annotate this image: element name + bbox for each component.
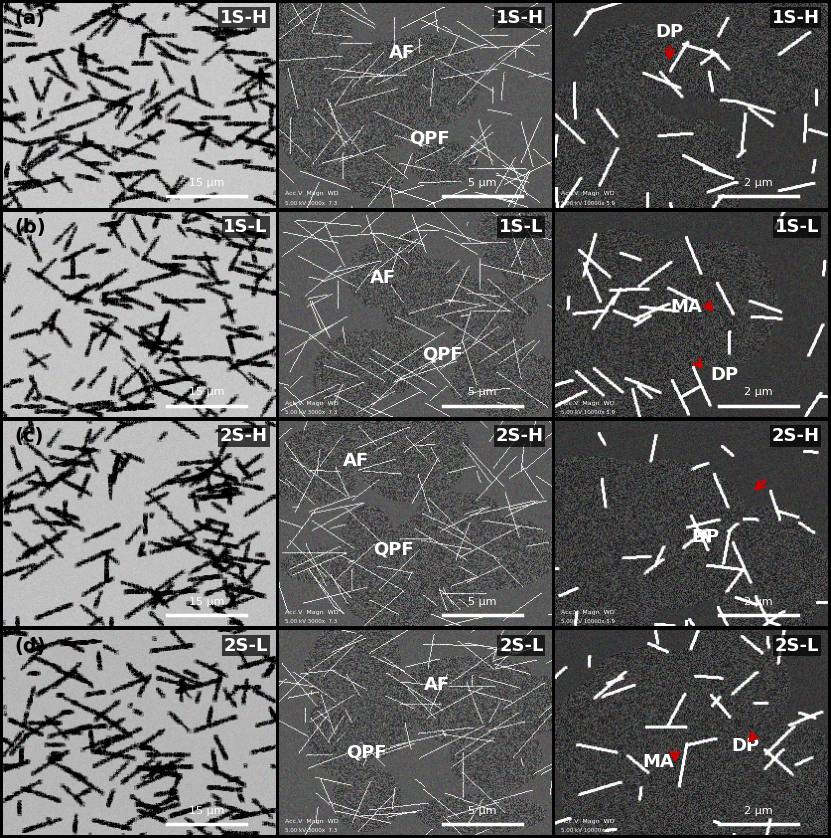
Text: 5.00 kV 3000x  7.3: 5.00 kV 3000x 7.3 xyxy=(285,200,337,205)
Text: 5.00 kV 10000x 5.9: 5.00 kV 10000x 5.9 xyxy=(561,829,615,834)
Text: 5.00 kV 3000x  7.3: 5.00 kV 3000x 7.3 xyxy=(285,410,337,415)
Text: MA: MA xyxy=(670,298,702,316)
Text: 2S-L: 2S-L xyxy=(499,637,543,654)
Text: 5.00 kV 3000x  7.3: 5.00 kV 3000x 7.3 xyxy=(285,829,337,834)
Text: Acc.V  Magn  WD: Acc.V Magn WD xyxy=(561,401,614,406)
Text: AF: AF xyxy=(342,452,369,470)
Text: 15 μm: 15 μm xyxy=(189,597,224,607)
Text: 5.00 kV 10000x 5.9: 5.00 kV 10000x 5.9 xyxy=(561,410,615,415)
Text: 5 μm: 5 μm xyxy=(468,806,497,816)
Text: Acc.V  Magn  WD: Acc.V Magn WD xyxy=(285,610,338,615)
Text: MA: MA xyxy=(643,753,675,772)
Text: 1S-H: 1S-H xyxy=(219,8,268,27)
Text: 2S-H: 2S-H xyxy=(495,427,543,445)
Text: 2S-L: 2S-L xyxy=(224,637,268,654)
Text: 2 μm: 2 μm xyxy=(744,806,773,816)
Text: 1S-L: 1S-L xyxy=(775,218,819,236)
Text: 2 μm: 2 μm xyxy=(744,387,773,397)
Text: 15 μm: 15 μm xyxy=(189,387,224,397)
Text: (d): (d) xyxy=(14,637,46,655)
Text: DP: DP xyxy=(710,365,738,384)
Text: 5.00 kV 10000x 5.9: 5.00 kV 10000x 5.9 xyxy=(561,200,615,205)
Text: (a): (a) xyxy=(14,8,45,28)
Text: Acc.V  Magn  WD: Acc.V Magn WD xyxy=(561,610,614,615)
Text: 5.00 kV 10000x 5.9: 5.00 kV 10000x 5.9 xyxy=(561,619,615,624)
Text: 2 μm: 2 μm xyxy=(744,178,773,188)
Text: QPF: QPF xyxy=(347,743,386,761)
Text: 1S-H: 1S-H xyxy=(495,8,543,27)
Text: DP: DP xyxy=(691,528,719,546)
Text: 5 μm: 5 μm xyxy=(468,387,497,397)
Text: (b): (b) xyxy=(14,218,46,237)
Text: DP: DP xyxy=(732,737,760,755)
Text: 5 μm: 5 μm xyxy=(468,597,497,607)
Text: 15 μm: 15 μm xyxy=(189,806,224,816)
Text: DP: DP xyxy=(656,23,684,41)
Text: 1S-L: 1S-L xyxy=(499,218,543,236)
Text: 5.00 kV 3000x  7.3: 5.00 kV 3000x 7.3 xyxy=(285,619,337,624)
Text: AF: AF xyxy=(425,675,450,694)
Text: QPF: QPF xyxy=(373,540,414,558)
Text: 2S-H: 2S-H xyxy=(771,427,819,445)
Text: Acc.V  Magn  WD: Acc.V Magn WD xyxy=(561,820,614,825)
Text: 15 μm: 15 μm xyxy=(189,178,224,188)
Text: QPF: QPF xyxy=(409,130,450,147)
Text: Acc.V  Magn  WD: Acc.V Magn WD xyxy=(285,401,338,406)
Text: AF: AF xyxy=(370,269,396,287)
Text: Acc.V  Magn  WD: Acc.V Magn WD xyxy=(285,191,338,196)
Text: 2S-L: 2S-L xyxy=(775,637,819,654)
Text: AF: AF xyxy=(389,44,415,61)
Text: Acc.V  Magn  WD: Acc.V Magn WD xyxy=(285,820,338,825)
Text: Acc.V  Magn  WD: Acc.V Magn WD xyxy=(561,191,614,196)
Text: QPF: QPF xyxy=(422,345,463,363)
Text: (c): (c) xyxy=(14,427,43,447)
Text: 2 μm: 2 μm xyxy=(744,597,773,607)
Text: 2S-H: 2S-H xyxy=(219,427,268,445)
Text: 5 μm: 5 μm xyxy=(468,178,497,188)
Text: 1S-H: 1S-H xyxy=(771,8,819,27)
Text: 1S-L: 1S-L xyxy=(224,218,268,236)
